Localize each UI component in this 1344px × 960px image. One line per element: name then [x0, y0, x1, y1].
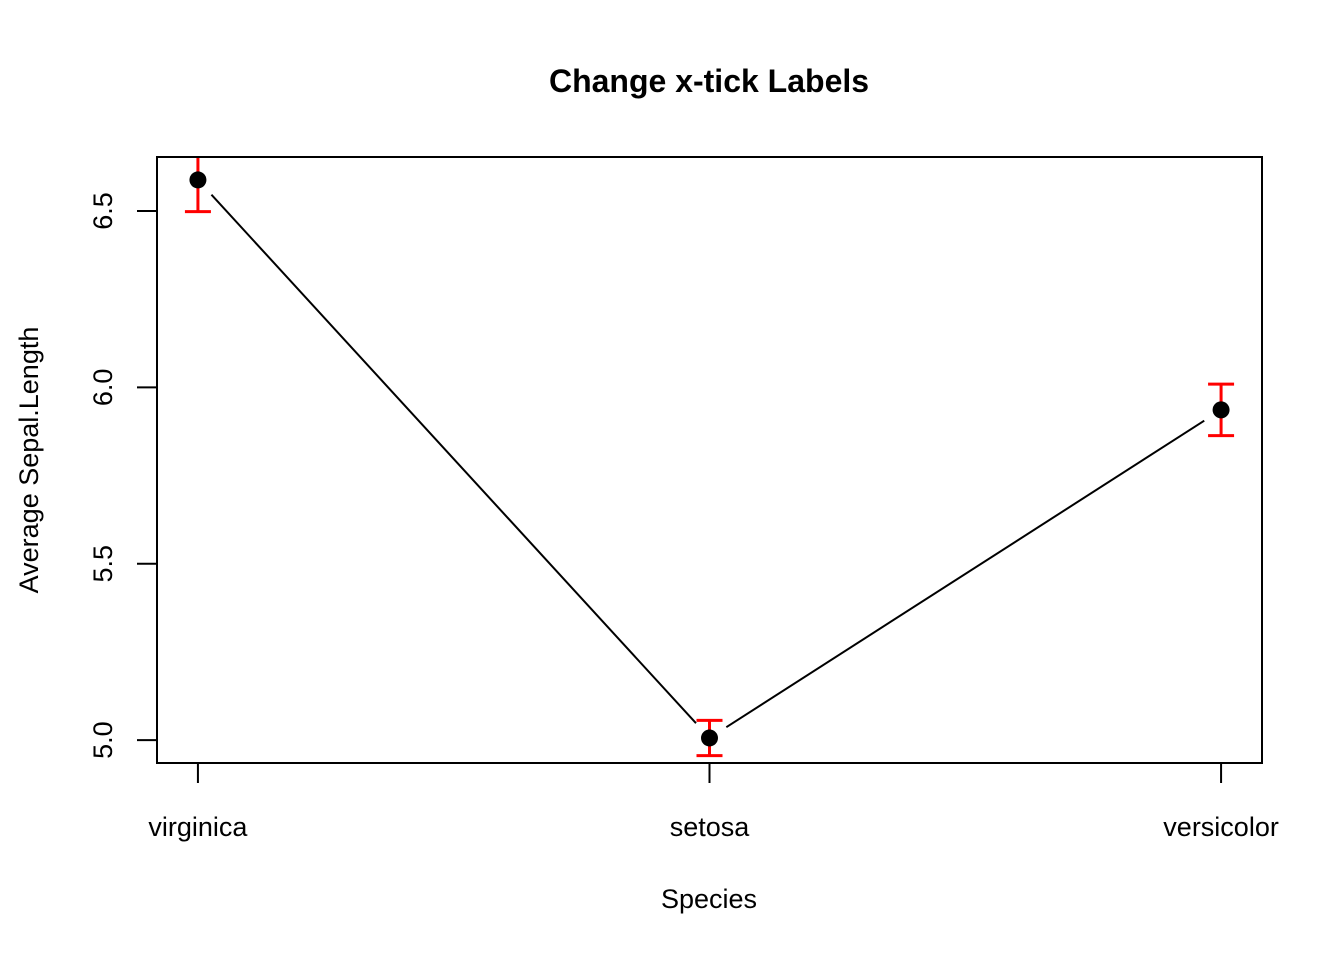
- data-points: [189, 171, 1230, 747]
- series-line: [210, 193, 697, 724]
- x-tick-label: virginica: [148, 812, 248, 842]
- y-axis-title: Average Sepal.Length: [14, 327, 44, 594]
- data-point: [189, 171, 207, 189]
- axis-ticks-and-labels: 5.0 5.5 6.0 6.5 virginica setosa versicolor: [88, 192, 1279, 842]
- y-tick-label: 6.0: [88, 369, 118, 407]
- y-tick-label: 5.5: [88, 545, 118, 583]
- plot-border: [156, 156, 1263, 764]
- x-tick-label: setosa: [670, 812, 751, 842]
- series-line-segments: [210, 193, 1205, 729]
- data-point: [1212, 401, 1230, 419]
- series-line: [725, 419, 1205, 729]
- data-point: [701, 729, 718, 747]
- chart-title: Change x-tick Labels: [549, 63, 869, 99]
- x-axis-title: Species: [661, 884, 757, 914]
- y-tick-label: 5.0: [88, 721, 118, 759]
- x-tick-label: versicolor: [1163, 812, 1279, 842]
- y-tick-label: 6.5: [88, 192, 118, 230]
